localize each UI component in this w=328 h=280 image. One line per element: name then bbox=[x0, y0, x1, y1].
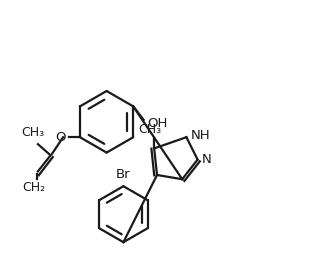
Text: N: N bbox=[202, 153, 212, 166]
Text: CH₂: CH₂ bbox=[22, 181, 45, 193]
Text: OH: OH bbox=[147, 117, 168, 130]
Text: CH₃: CH₃ bbox=[138, 123, 162, 136]
Text: O: O bbox=[55, 131, 66, 144]
Text: CH₃: CH₃ bbox=[21, 126, 45, 139]
Text: Br: Br bbox=[116, 168, 131, 181]
Text: NH: NH bbox=[191, 129, 210, 142]
